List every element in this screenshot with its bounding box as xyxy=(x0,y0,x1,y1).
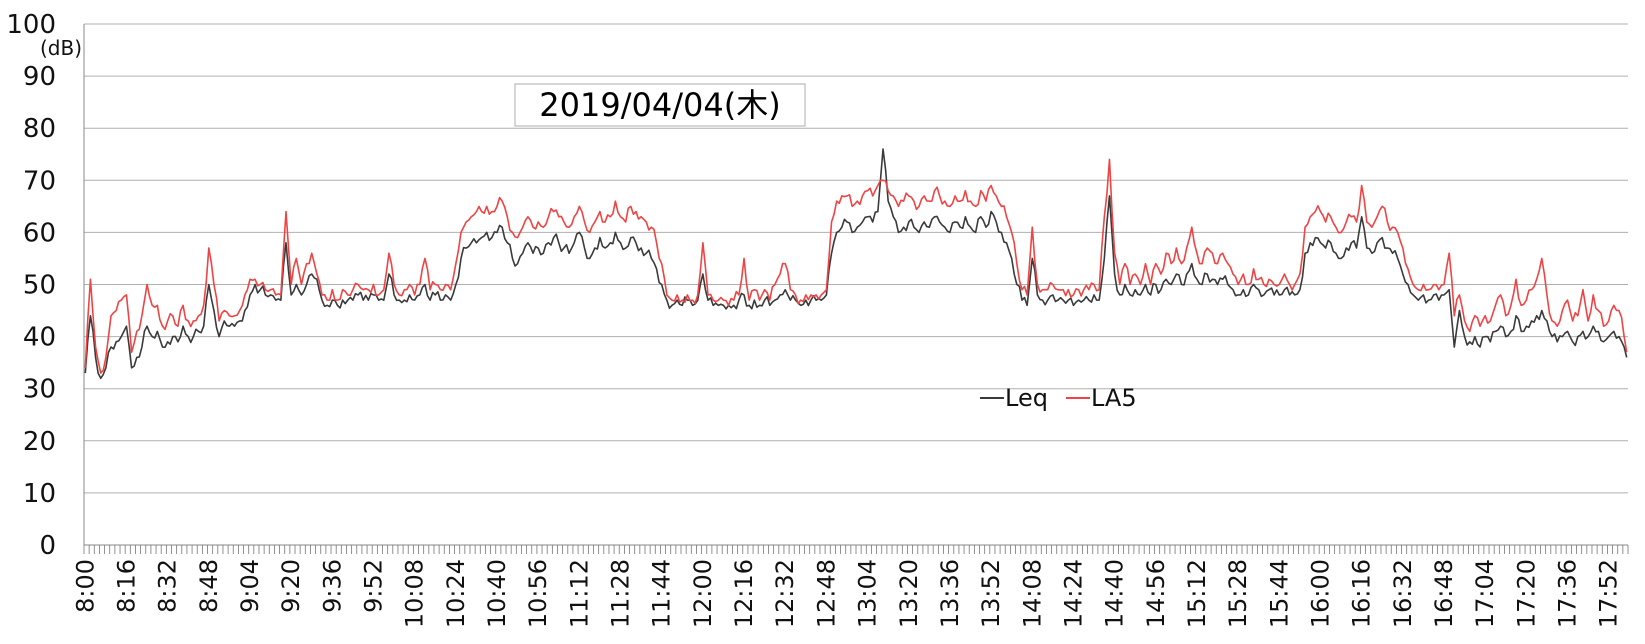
y-axis-unit-label: (dB) xyxy=(40,36,82,60)
legend-label-leq: Leq xyxy=(1005,384,1048,412)
x-tick-label: 15:28 xyxy=(1224,559,1252,628)
x-tick-label: 14:56 xyxy=(1142,559,1170,628)
x-tick-label: 9:36 xyxy=(318,559,346,613)
y-axis-ticks: 0 10 20 30 40 50 60 70 80 90 100 xyxy=(6,10,56,561)
x-tick-label: 16:48 xyxy=(1430,559,1458,628)
y-tick-label: 80 xyxy=(23,114,56,144)
date-title-frame xyxy=(514,83,806,127)
y-tick-label: 70 xyxy=(23,166,56,196)
x-tick-label: 13:36 xyxy=(936,559,964,628)
legend-label-la5: LA5 xyxy=(1091,384,1137,412)
x-tick-label: 9:20 xyxy=(277,559,305,613)
y-tick-label: 0 xyxy=(39,531,56,561)
x-tick-label: 11:12 xyxy=(565,559,593,628)
x-tick-label: 12:48 xyxy=(812,559,840,628)
legend: Leq LA5 xyxy=(980,384,1137,412)
x-tick-label: 8:16 xyxy=(112,559,140,613)
x-tick-label: 9:52 xyxy=(360,559,388,613)
x-tick-label: 13:04 xyxy=(854,559,882,628)
x-tick-label: 10:40 xyxy=(483,559,511,628)
x-tick-label: 17:20 xyxy=(1512,559,1540,628)
y-tick-label: 20 xyxy=(23,427,56,457)
x-tick-label: 10:08 xyxy=(401,559,429,628)
x-tick-label: 16:16 xyxy=(1348,559,1376,628)
x-tick-label: 16:32 xyxy=(1389,559,1417,628)
x-tick-label: 8:32 xyxy=(154,559,182,613)
x-tick-label: 15:44 xyxy=(1265,559,1293,628)
x-tick-label: 10:56 xyxy=(524,559,552,628)
x-tick-label: 8:48 xyxy=(195,559,223,613)
grid-lines xyxy=(83,23,1628,546)
x-axis-minute-ticks xyxy=(83,545,1629,554)
y-tick-label: 50 xyxy=(23,271,56,301)
y-tick-label: 10 xyxy=(23,479,56,509)
x-tick-label: 17:04 xyxy=(1471,559,1499,628)
x-tick-label: 11:28 xyxy=(607,559,635,628)
y-tick-label: 100 xyxy=(6,10,56,40)
x-tick-label: 14:24 xyxy=(1059,559,1087,628)
series-lines xyxy=(84,148,1628,380)
series-line-leq xyxy=(84,148,1628,380)
x-tick-label: 10:24 xyxy=(442,559,470,628)
x-tick-label: 9:04 xyxy=(236,559,264,613)
x-axis: 8:00 8:16 8:32 8:48 9:04 9:20 9:36 9:52 10:08 10:… xyxy=(71,545,1629,628)
x-tick-label: 13:52 xyxy=(977,559,1005,628)
x-tick-label: 16:00 xyxy=(1306,559,1334,628)
y-tick-label: 90 xyxy=(23,62,56,92)
x-tick-label: 14:40 xyxy=(1101,559,1129,628)
date-title-box: 2019/04/04(木) xyxy=(514,83,806,127)
x-tick-label: 8:00 xyxy=(71,559,99,613)
series-line-la5 xyxy=(84,158,1628,374)
y-tick-label: 40 xyxy=(23,323,56,353)
x-tick-label: 13:20 xyxy=(895,559,923,628)
x-tick-label: 12:16 xyxy=(730,559,758,628)
y-tick-label: 30 xyxy=(23,375,56,405)
x-tick-label: 14:08 xyxy=(1018,559,1046,628)
x-tick-label: 17:52 xyxy=(1595,559,1623,628)
x-tick-label: 12:32 xyxy=(771,559,799,628)
y-tick-label: 60 xyxy=(23,218,56,248)
chart-title: 2019/04/04(木) xyxy=(539,86,780,124)
x-tick-label: 17:36 xyxy=(1554,559,1582,628)
x-tick-label: 11:44 xyxy=(648,559,676,628)
x-tick-label: 15:12 xyxy=(1183,559,1211,628)
x-tick-label: 12:00 xyxy=(689,559,717,628)
